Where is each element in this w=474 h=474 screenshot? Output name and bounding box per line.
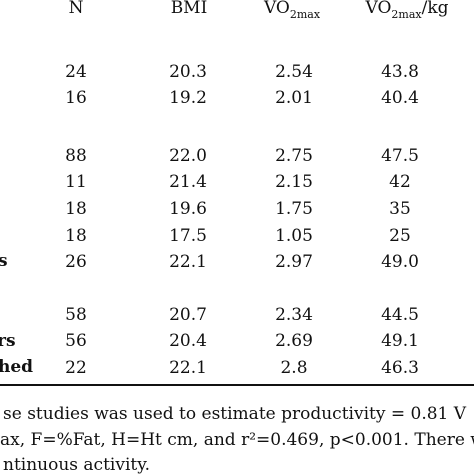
table-cell-bmi: 22.0 <box>169 146 207 166</box>
table-cell-vo2max: 2.97 <box>275 252 313 272</box>
header-vo2max-sub: 2max <box>289 8 321 21</box>
table-cell-vo2max: 2.8 <box>280 358 308 378</box>
header-n: N <box>68 0 84 18</box>
table-cell-vo2max: 1.75 <box>275 199 313 219</box>
table-cell-n: 22 <box>65 358 87 378</box>
table-cell-vo2max: 1.05 <box>275 226 313 246</box>
table-cell-n: 24 <box>65 62 87 82</box>
footnote-line-3: ntinuous activity. <box>3 455 150 474</box>
footnote-line-1: se studies was used to estimate producti… <box>3 404 467 424</box>
table-cell-bmi: 21.4 <box>169 172 207 192</box>
table-cell-bmi: 22.1 <box>169 252 207 272</box>
table-cell-bmi: 20.3 <box>169 62 207 82</box>
table-cell-vo2maxkg: 47.5 <box>381 146 419 166</box>
table-cell-vo2maxkg: 42 <box>389 172 411 192</box>
table-cell-vo2max: 2.75 <box>275 146 313 166</box>
header-vo2maxkg-sub: 2max <box>391 8 422 21</box>
table-cell-n: 18 <box>65 199 87 219</box>
table-cell-vo2maxkg: 43.8 <box>381 62 419 82</box>
table-cell-bmi: 20.7 <box>169 305 207 325</box>
table-cell-bmi: 20.4 <box>169 331 207 351</box>
footnote-line-2: ax, F=%Fat, H=Ht cm, and r²=0.469, p<0.0… <box>0 430 474 450</box>
table-cell-vo2max: 2.54 <box>275 62 313 82</box>
table-cell-vo2maxkg: 44.5 <box>381 305 419 325</box>
table-cell-vo2max: 2.69 <box>275 331 313 351</box>
table-cell-bmi: 19.2 <box>169 88 207 108</box>
table-cell-bmi: 17.5 <box>169 226 207 246</box>
row-label-8: hed <box>0 357 34 377</box>
table-cell-vo2maxkg: 25 <box>389 226 411 246</box>
row-label-7: rs <box>0 331 16 351</box>
table-bottom-rule <box>0 384 474 386</box>
table-cell-n: 88 <box>65 146 87 166</box>
table-cell-vo2maxkg: 49.1 <box>381 331 419 351</box>
table-cell-bmi: 22.1 <box>169 358 207 378</box>
header-vo2max: VO2max <box>247 0 337 21</box>
header-bmi: BMI <box>170 0 208 18</box>
table-cell-bmi: 19.6 <box>169 199 207 219</box>
table-cell-vo2maxkg: 40.4 <box>381 88 419 108</box>
header-vo2maxkg-suffix: /kg <box>421 0 449 18</box>
row-label-5: s <box>0 251 8 271</box>
table-cell-vo2maxkg: 46.3 <box>381 358 419 378</box>
header-vo2maxkg: VO2max/kg <box>352 0 462 21</box>
table-cell-n: 58 <box>65 305 87 325</box>
table-cell-n: 16 <box>65 88 87 108</box>
table-cell-vo2max: 2.15 <box>275 172 313 192</box>
table-cell-n: 11 <box>65 172 87 192</box>
table-cell-vo2maxkg: 49.0 <box>381 252 419 272</box>
table-cell-n: 18 <box>65 226 87 246</box>
table-cell-vo2maxkg: 35 <box>389 199 411 219</box>
table-cell-n: 56 <box>65 331 87 351</box>
header-vo2max-base: VO <box>263 0 290 18</box>
table-cell-n: 26 <box>65 252 87 272</box>
header-vo2maxkg-base: VO <box>365 0 392 18</box>
table-cell-vo2max: 2.34 <box>275 305 313 325</box>
table-cell-vo2max: 2.01 <box>275 88 313 108</box>
